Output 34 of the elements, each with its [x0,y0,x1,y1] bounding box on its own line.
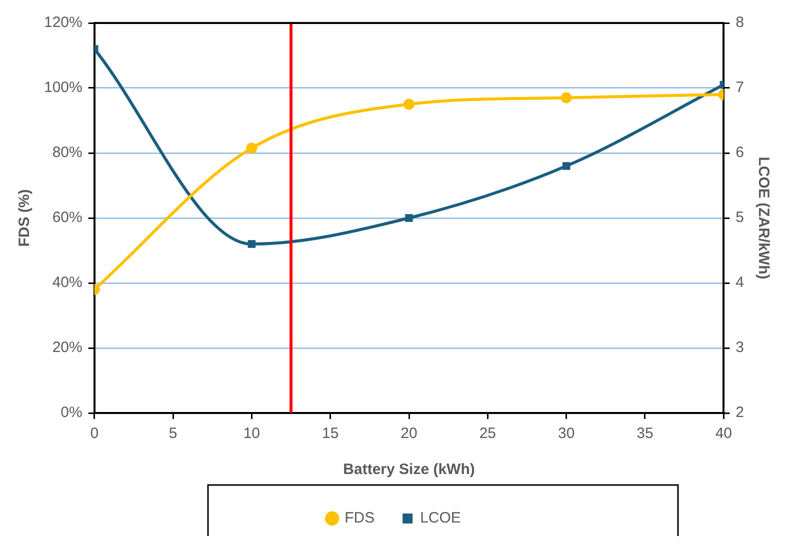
point [248,240,256,248]
y-axis-title: FDS (%) [16,189,34,247]
legend-label: LCOE [420,510,461,527]
legend-label: FDS [344,510,375,527]
y-tick-label: 60% [52,209,82,226]
y2-tick-label: 2 [736,404,744,422]
x-tick-label: 0 [90,425,99,442]
x-tick-label: 30 [558,425,575,442]
x-tick-label: 40 [715,425,732,442]
point [560,92,572,104]
y2-axis-title: LCOE (ZAR/kWh) [754,156,772,280]
y2-tick-label: 8 [736,14,744,32]
y2-tick-label: 6 [736,144,744,162]
x-tick-label: 5 [168,425,178,442]
x-tick-label: 35 [636,425,654,442]
x-tick-label: 10 [243,425,260,442]
y2-tick-label: 4 [736,274,744,292]
point [404,98,415,110]
point [246,142,258,154]
y-tick-label: 20% [52,339,82,356]
x-tick-label: 25 [479,425,496,442]
y-tick-label: 100% [44,79,82,96]
x-tick-label: 15 [322,425,339,442]
x-axis-title: Battery Size (kWh) [343,461,475,478]
y-tick-label: 80% [52,144,82,162]
y2-tick-label: 7 [736,79,744,96]
y-tick-label: 40% [52,274,82,292]
point [562,162,570,170]
y2-tick-label: 3 [736,339,744,356]
x-tick-label: 20 [400,425,418,442]
y-tick-label: 120% [44,14,82,32]
y-tick-label: 0% [60,404,82,422]
y2-tick-label: 5 [736,209,744,226]
point [405,214,413,222]
